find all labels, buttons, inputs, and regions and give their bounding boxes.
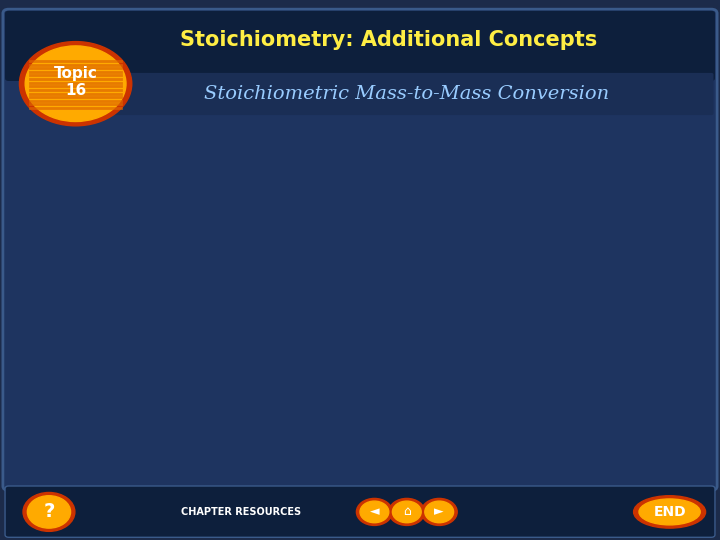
Text: ?: ? <box>43 502 55 522</box>
Text: $0.510\ \mathrm{mol}\ \mathrm{H_2SO_4} \times$: $0.510\ \mathrm{mol}\ \mathrm{H_2SO_4} \… <box>28 368 199 388</box>
Text: $2\ \mathrm{mol\ NaOH}$: $2\ \mathrm{mol\ NaOH}$ <box>317 341 418 359</box>
Text: ►: ► <box>434 505 444 518</box>
Text: Stoichiometric Mass-to-Mass Conversion: Stoichiometric Mass-to-Mass Conversion <box>204 85 609 103</box>
Text: Topic
16: Topic 16 <box>54 66 97 98</box>
Text: •: • <box>30 170 45 194</box>
Text: $1\ \mathrm{mol}\ \mathrm{H_2SO_4}$: $1\ \mathrm{mol}\ \mathrm{H_2SO_4}$ <box>315 395 420 416</box>
Text: $= 0.510\ \mathrm{mol}\ \mathrm{H_2SO_4}$: $= 0.510\ \mathrm{mol}\ \mathrm{H_2SO_4}… <box>432 267 608 288</box>
Text: ◄: ◄ <box>369 505 379 518</box>
Text: ⌂: ⌂ <box>403 505 410 518</box>
Text: END: END <box>653 505 686 519</box>
Text: $98.09\ \mathrm{g}\ \mathrm{H_2SO_4}$: $98.09\ \mathrm{g}\ \mathrm{H_2SO_4}$ <box>276 295 398 316</box>
Text: Stoichiometry: Additional Concepts: Stoichiometry: Additional Concepts <box>180 30 598 51</box>
Text: $5.00\ \mathrm{g}\ \mathrm{H_2SO_4} \times$: $5.00\ \mathrm{g}\ \mathrm{H_2SO_4} \tim… <box>28 267 166 288</box>
Text: Convert grams of sulfuric acid to moles
NaOH.: Convert grams of sulfuric acid to moles … <box>52 168 437 215</box>
Text: $= 1.02\ \mathrm{mol\ NaOH}$: $= 1.02\ \mathrm{mol\ NaOH}$ <box>452 369 612 387</box>
Text: CHAPTER RESOURCES: CHAPTER RESOURCES <box>181 507 301 517</box>
Text: $1\ \mathrm{mol}\ \mathrm{H_2SO_4}$: $1\ \mathrm{mol}\ \mathrm{H_2SO_4}$ <box>285 240 390 260</box>
